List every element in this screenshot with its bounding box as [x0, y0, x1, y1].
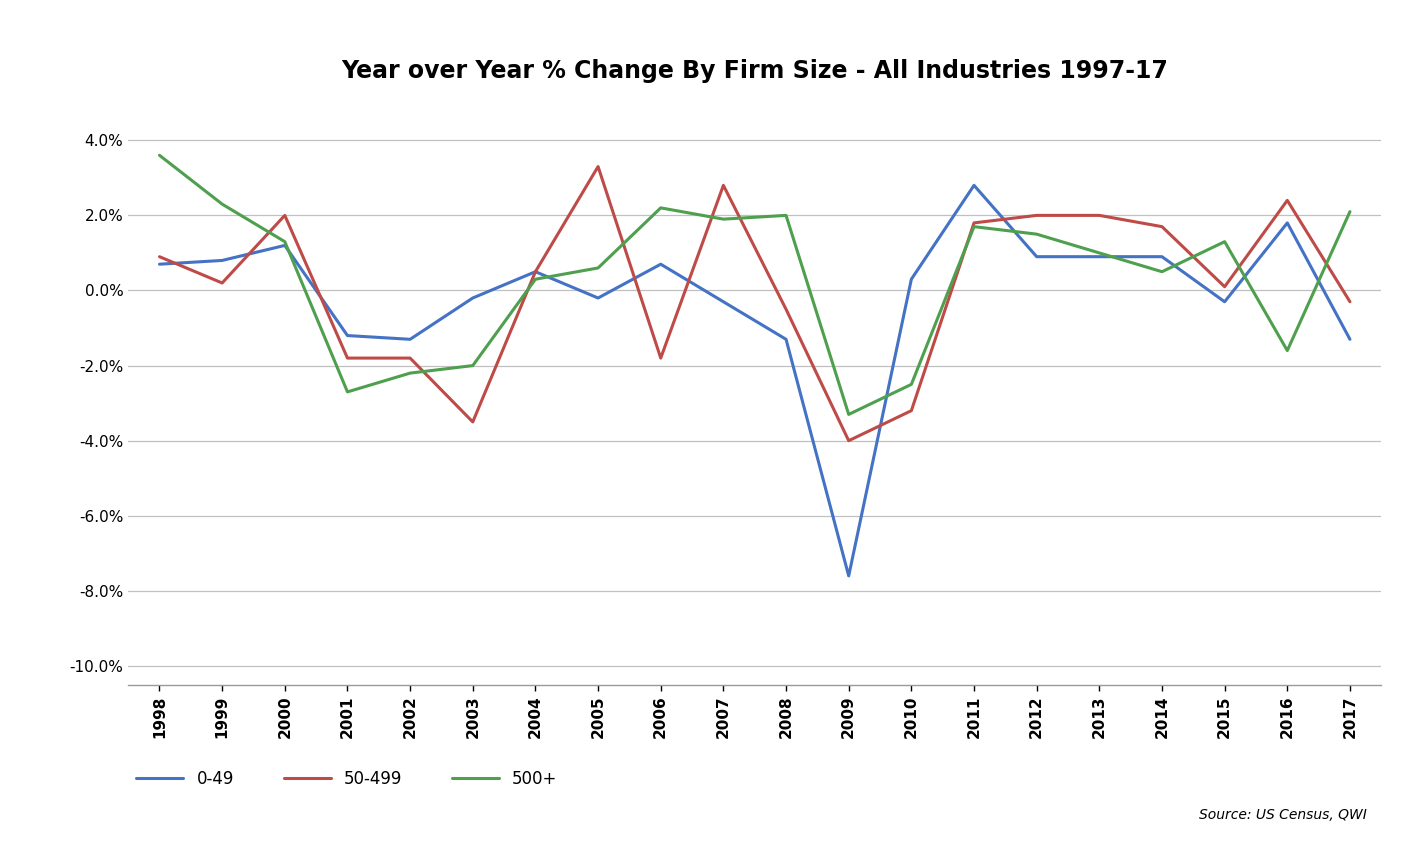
0-49 [840, 571, 857, 581]
Text: Source: US Census, QWI: Source: US Census, QWI [1199, 808, 1367, 822]
500+ [840, 409, 857, 419]
50-499 [151, 252, 168, 262]
0-49 [151, 259, 168, 270]
0-49 [590, 293, 607, 303]
50-499 [402, 353, 419, 363]
0-49 [339, 330, 356, 341]
0-49 [1028, 252, 1045, 262]
500+ [214, 199, 231, 209]
0-49 [1091, 252, 1108, 262]
50-499 [1216, 282, 1233, 292]
50-499 [903, 406, 920, 416]
50-499 [1091, 211, 1108, 221]
500+ [1279, 346, 1296, 356]
500+ [778, 211, 795, 221]
50-499 [276, 211, 293, 221]
0-49 [965, 181, 983, 191]
500+ [339, 387, 356, 397]
500+ [1341, 206, 1358, 217]
0-49 [527, 266, 544, 276]
500+ [652, 203, 669, 213]
50-499 [1028, 211, 1045, 221]
50-499 [339, 353, 356, 363]
50-499 [715, 181, 732, 191]
0-49 [903, 274, 920, 284]
500+ [402, 368, 419, 378]
500+ [464, 360, 481, 371]
50-499 [1341, 297, 1358, 307]
0-49 [276, 241, 293, 251]
500+ [715, 214, 732, 224]
50-499 [527, 266, 544, 276]
500+ [527, 274, 544, 284]
50-499 [1279, 195, 1296, 205]
50-499 [778, 304, 795, 314]
50-499 [840, 436, 857, 446]
50-499 [464, 417, 481, 427]
50-499 [1153, 222, 1171, 232]
0-49 [1216, 297, 1233, 307]
500+ [1216, 236, 1233, 247]
500+ [1091, 247, 1108, 258]
0-49 [214, 255, 231, 265]
500+ [151, 150, 168, 160]
0-49 [1279, 217, 1296, 228]
Legend: 0-49, 50-499, 500+: 0-49, 50-499, 500+ [137, 770, 558, 788]
Title: Year over Year % Change By Firm Size - All Industries 1997-17: Year over Year % Change By Firm Size - A… [342, 59, 1168, 83]
500+ [1028, 229, 1045, 240]
0-49 [1341, 334, 1358, 344]
500+ [1153, 266, 1171, 276]
Line: 500+: 500+ [159, 155, 1350, 414]
0-49 [402, 334, 419, 344]
0-49 [778, 334, 795, 344]
0-49 [652, 259, 669, 270]
50-499 [652, 353, 669, 363]
50-499 [965, 217, 983, 228]
0-49 [464, 293, 481, 303]
Line: 0-49: 0-49 [159, 186, 1350, 576]
50-499 [590, 162, 607, 172]
500+ [276, 236, 293, 247]
0-49 [1153, 252, 1171, 262]
0-49 [715, 297, 732, 307]
500+ [903, 379, 920, 389]
500+ [965, 222, 983, 232]
500+ [590, 263, 607, 273]
Line: 50-499: 50-499 [159, 167, 1350, 441]
50-499 [214, 278, 231, 288]
